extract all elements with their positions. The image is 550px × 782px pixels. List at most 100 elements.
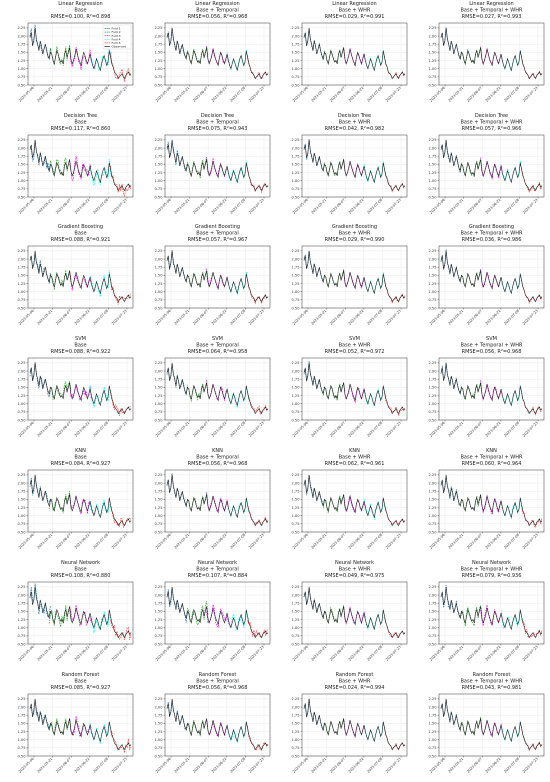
y-tick-label: 0.75 [17,410,25,414]
subplot-title-variant: Base + WHR [339,231,371,237]
x-tick-label: 2023-06-07 [192,86,209,103]
fold-2-line [48,157,72,177]
observed-line [440,586,543,639]
y-tick-label: 2.00 [428,481,437,485]
x-tick-label: 2023-05-06 [155,198,172,215]
fold-3-line [69,271,92,291]
x-tick-label: 2023-06-07 [55,86,72,103]
subplot-title-variant: Base [74,567,86,573]
plot-frame [301,134,408,198]
plot-frame [301,357,408,421]
observed-line [29,139,132,192]
y-tick-label: 2.00 [17,146,26,150]
y-tick-label: 0.50 [154,83,163,87]
observed-line [166,362,269,415]
y-tick-label: 0.50 [154,306,163,310]
subplot-title-metrics: RMSE=0.117, R²=0.860 [51,126,111,132]
y-tick-label: 1.50 [17,722,26,726]
y-tick-label: 2.00 [154,481,163,485]
y-tick-label: 1.50 [428,163,437,167]
observed-line [29,250,132,303]
x-tick-label: 2023-06-07 [192,421,209,438]
y-tick-label: 1.00 [291,514,300,518]
grid [439,23,544,86]
x-tick-label: 2023-05-06 [429,309,446,326]
y-tick-label: 1.25 [428,59,436,63]
fold-1-line [29,583,51,619]
x-tick-label: 2023-07-08 [92,86,109,103]
x-tick-label: 2023-07-08 [503,421,520,438]
fold-2-line [459,605,483,628]
y-tick-label: 1.75 [291,155,299,159]
fold-1-line [440,585,462,619]
y-tick-label: 0.75 [428,298,436,302]
grid [28,246,133,309]
subplot-title-variant: Base + Temporal [196,679,238,685]
subplot-title-metrics: RMSE=0.075, R²=0.943 [188,126,248,132]
y-tick-label: 1.25 [291,59,299,63]
x-tick-label: 2023-05-06 [292,645,309,662]
y-tick-label: 1.00 [154,626,163,630]
y-tick-label: 1.75 [291,43,299,47]
y-tick-label: 0.75 [154,522,162,526]
observed-line [440,139,543,192]
y-tick-label: 1.75 [291,714,299,718]
y-tick-label: 1.50 [291,610,300,614]
y-tick-label: 0.50 [17,418,26,422]
observed-line [166,27,269,80]
y-tick-label: 1.25 [154,394,162,398]
subplot-title-variant: Base + Temporal + WHR [461,567,524,573]
x-tick-label: 2023-07-23 [111,421,128,438]
grid [439,694,544,757]
y-tick-label: 0.50 [428,195,437,199]
x-tick-label: 2023-05-06 [155,309,172,326]
x-tick-label: 2023-05-21 [174,198,191,215]
y-tick-label: 2.00 [291,705,300,709]
x-tick-label: 2023-06-07 [466,421,483,438]
y-tick-label: 1.75 [17,490,25,494]
y-tick-label: 1.75 [17,43,25,47]
x-tick-label: 2023-06-22 [485,645,502,662]
y-tick-label: 1.50 [17,610,26,614]
x-tick-label: 2023-05-21 [174,86,191,103]
x-tick-label: 2023-07-23 [385,198,402,215]
fold-3-line [69,382,92,401]
x-tick-label: 2023-05-21 [311,198,328,215]
y-tick-label: 1.75 [17,714,25,718]
y-tick-label: 0.75 [428,75,436,79]
y-tick-label: 2.25 [428,585,436,589]
plot-frame [27,693,134,757]
x-tick-label: 2023-06-07 [55,198,72,215]
x-tick-label: 2023-07-23 [111,86,128,103]
y-tick-label: 2.00 [154,705,163,709]
y-tick-label: 1.50 [428,722,437,726]
subplot-title-metrics: RMSE=0.108, R²=0.880 [51,573,111,579]
x-tick-label: 2023-07-23 [248,533,265,550]
y-tick-label: 1.25 [428,394,436,398]
subplot-title-variant: Base + Temporal [196,120,238,126]
subplot-title-variant: Base [74,679,86,685]
grid [439,358,544,421]
subplot-title-variant: Base [74,231,86,237]
plot-frame [27,245,134,309]
x-tick-label: 2023-06-07 [329,86,346,103]
x-tick-label: 2023-05-21 [174,309,191,326]
y-tick-label: 2.00 [17,481,26,485]
y-tick-label: 1.75 [291,378,299,382]
x-tick-label: 2023-07-23 [248,757,265,774]
x-tick-label: 2023-07-08 [366,309,383,326]
y-tick-label: 1.00 [291,626,300,630]
x-tick-label: 2023-05-21 [311,309,328,326]
y-tick-label: 2.00 [291,257,300,261]
plot-frame [438,245,545,309]
y-tick-label: 0.50 [17,306,26,310]
x-tick-label: 2023-07-08 [366,198,383,215]
x-tick-label: 2023-05-06 [292,198,309,215]
y-tick-label: 1.00 [17,626,26,630]
y-tick-label: 1.00 [154,738,163,742]
x-tick-label: 2023-06-07 [466,533,483,550]
x-tick-label: 2023-05-06 [155,421,172,438]
x-tick-label: 2023-06-07 [329,309,346,326]
y-tick-label: 2.25 [154,585,162,589]
